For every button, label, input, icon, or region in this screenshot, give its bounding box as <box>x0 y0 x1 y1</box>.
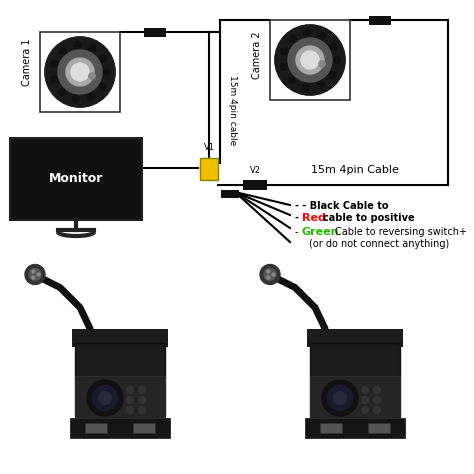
Circle shape <box>301 51 319 69</box>
Bar <box>270 20 350 100</box>
Circle shape <box>304 29 310 36</box>
Circle shape <box>374 386 381 393</box>
Circle shape <box>334 56 341 64</box>
Circle shape <box>280 64 287 71</box>
Circle shape <box>127 407 134 413</box>
Text: cable to positive: cable to positive <box>323 213 415 223</box>
Circle shape <box>281 48 288 55</box>
Circle shape <box>89 73 95 79</box>
Bar <box>305 418 405 438</box>
Circle shape <box>267 270 270 273</box>
Circle shape <box>374 396 381 403</box>
Bar <box>200 158 218 180</box>
Circle shape <box>25 264 45 284</box>
Circle shape <box>138 407 146 413</box>
Circle shape <box>374 407 381 413</box>
Circle shape <box>138 386 146 393</box>
Circle shape <box>71 63 89 81</box>
Bar <box>70 418 170 438</box>
Text: -: - <box>295 227 301 237</box>
Circle shape <box>330 43 337 50</box>
Bar <box>40 32 120 112</box>
Circle shape <box>32 270 35 273</box>
Bar <box>10 138 142 220</box>
Bar <box>75 343 165 418</box>
Circle shape <box>58 89 65 96</box>
Circle shape <box>334 392 346 404</box>
Circle shape <box>302 83 309 90</box>
Circle shape <box>272 273 275 276</box>
Bar <box>307 328 403 346</box>
Circle shape <box>99 392 111 404</box>
Bar <box>133 422 155 432</box>
Circle shape <box>50 76 57 82</box>
Circle shape <box>100 83 106 90</box>
Circle shape <box>127 396 134 403</box>
Text: V2: V2 <box>249 166 261 175</box>
Text: Cable to reversing switch+: Cable to reversing switch+ <box>335 227 467 237</box>
Text: Camera 2: Camera 2 <box>252 31 262 79</box>
Text: Red: Red <box>302 213 326 223</box>
Text: Camera 1: Camera 1 <box>22 38 32 86</box>
Circle shape <box>100 55 107 62</box>
Circle shape <box>73 95 79 102</box>
Text: (or do not connect anything): (or do not connect anything) <box>309 239 449 249</box>
Circle shape <box>288 38 332 82</box>
Circle shape <box>362 386 368 393</box>
Circle shape <box>296 46 324 74</box>
Circle shape <box>138 396 146 403</box>
Bar <box>320 422 342 432</box>
Circle shape <box>288 77 295 83</box>
Bar <box>144 27 166 36</box>
Text: 15m 4pin Cable: 15m 4pin Cable <box>311 165 399 175</box>
Circle shape <box>104 69 110 75</box>
Text: Monitor: Monitor <box>49 173 103 185</box>
Circle shape <box>275 25 345 95</box>
Circle shape <box>74 42 81 48</box>
Circle shape <box>362 396 368 403</box>
Circle shape <box>318 82 325 88</box>
Bar <box>72 328 168 346</box>
Circle shape <box>319 61 325 67</box>
Circle shape <box>267 276 270 279</box>
Circle shape <box>290 36 296 42</box>
Circle shape <box>319 32 326 39</box>
Circle shape <box>59 47 66 54</box>
Text: 15m 4pin cable: 15m 4pin cable <box>228 75 237 145</box>
Circle shape <box>37 273 40 276</box>
Circle shape <box>66 58 94 86</box>
Circle shape <box>32 276 35 279</box>
Circle shape <box>45 37 115 107</box>
Circle shape <box>322 380 358 416</box>
Circle shape <box>92 385 118 410</box>
Bar <box>243 180 267 190</box>
Circle shape <box>328 385 353 410</box>
Circle shape <box>71 63 89 81</box>
Bar <box>368 422 390 432</box>
Circle shape <box>362 407 368 413</box>
Text: V1: V1 <box>203 143 215 152</box>
Text: -: - <box>295 213 302 223</box>
Text: Green: Green <box>302 227 339 237</box>
Bar <box>75 376 165 418</box>
Bar <box>310 343 400 418</box>
Circle shape <box>88 93 94 100</box>
Circle shape <box>127 386 134 393</box>
Circle shape <box>87 380 123 416</box>
Circle shape <box>260 264 280 284</box>
Circle shape <box>329 72 336 78</box>
Text: - - Black Cable to: - - Black Cable to <box>295 201 392 211</box>
Circle shape <box>89 45 96 51</box>
Circle shape <box>301 51 319 69</box>
Circle shape <box>58 50 102 94</box>
Bar <box>310 376 400 418</box>
Circle shape <box>29 268 41 281</box>
Bar <box>369 16 391 25</box>
Bar <box>221 190 239 198</box>
Circle shape <box>51 60 57 67</box>
Circle shape <box>264 268 276 281</box>
Bar <box>85 422 107 432</box>
